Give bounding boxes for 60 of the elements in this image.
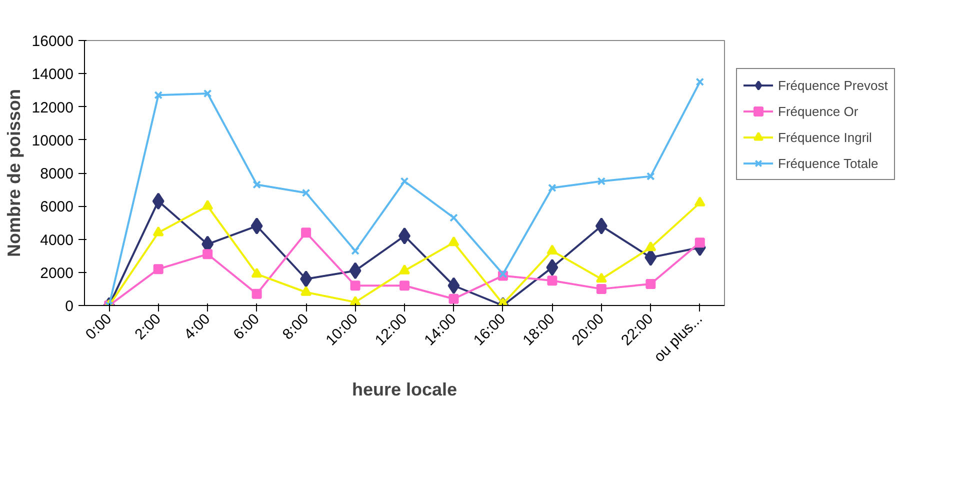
point: [696, 78, 704, 86]
point: [202, 249, 213, 260]
x-tick-label: 6:00: [230, 310, 263, 344]
point: [301, 228, 312, 238]
point: [546, 244, 558, 254]
point: [300, 286, 312, 296]
point: [498, 270, 508, 278]
point: [351, 246, 360, 256]
x-tick-label: 4:00: [180, 310, 214, 344]
y-axis-title: Nombre de poisson: [4, 88, 24, 258]
point: [646, 172, 655, 180]
point: [302, 188, 310, 198]
point: [350, 296, 361, 306]
point: [448, 294, 459, 304]
point: [548, 184, 556, 192]
point: [300, 270, 312, 288]
point: [399, 264, 410, 274]
point: [694, 196, 706, 206]
legend-label: Fréquence Totale: [778, 156, 878, 170]
y-tick-label: 16000: [32, 33, 74, 50]
point: [595, 218, 608, 234]
point: [203, 89, 212, 98]
point: [450, 214, 458, 222]
point: [349, 262, 362, 280]
point: [646, 278, 656, 289]
y-tick-label: 6000: [40, 198, 74, 216]
point: [154, 90, 163, 100]
legend-label: Fréquence Or: [778, 104, 858, 118]
x-tick-label: 8:00: [279, 310, 312, 344]
y-tick-label: 2000: [40, 264, 74, 282]
point: [400, 177, 409, 186]
point: [252, 288, 262, 299]
point: [597, 177, 606, 186]
point: [251, 268, 262, 278]
point: [694, 238, 705, 248]
point: [596, 272, 607, 283]
point: [252, 180, 261, 189]
point: [400, 280, 410, 291]
point: [250, 218, 263, 234]
x-axis-title: heure locale: [352, 380, 458, 400]
point: [547, 276, 558, 286]
point: [202, 200, 214, 210]
legend-label: Fréquence Prevost: [778, 78, 888, 92]
point: [350, 280, 360, 291]
point: [596, 284, 606, 294]
point: [448, 277, 460, 294]
y-tick-label: 8000: [40, 166, 74, 182]
point: [645, 241, 656, 252]
point: [153, 264, 164, 274]
point: [152, 192, 164, 210]
point: [448, 236, 460, 246]
y-tick-label: 4000: [40, 232, 74, 249]
y-tick-label: 14000: [32, 66, 74, 84]
legend-label: Fréquence Ingril: [778, 130, 872, 144]
y-tick-label: 0: [65, 298, 74, 315]
y-tick-label: 10000: [32, 132, 74, 150]
point: [546, 258, 558, 276]
y-tick-label: 12000: [32, 99, 74, 116]
x-tick-label: 0:00: [82, 310, 116, 344]
point: [152, 226, 164, 236]
